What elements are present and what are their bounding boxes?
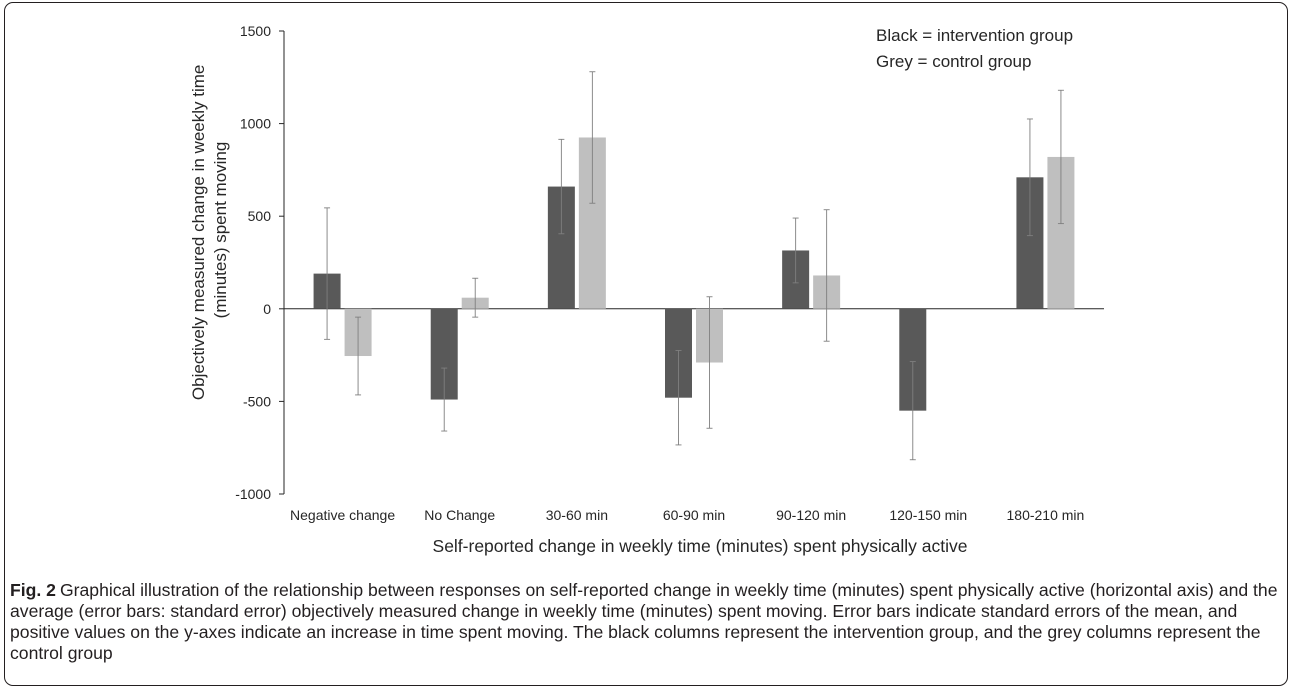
y-tick-label: 1000	[240, 116, 271, 132]
y-tick-label: -500	[243, 393, 271, 409]
y-tick-label: 0	[263, 301, 271, 317]
y-tick-label: -1000	[235, 486, 271, 502]
y-tick-label: 1500	[240, 23, 271, 39]
x-tick-label: 60-90 min	[663, 507, 725, 523]
figure-caption: Fig. 2 Graphical illustration of the rela…	[10, 580, 1278, 664]
caption-label: Fig. 2	[10, 580, 56, 600]
x-tick-label: 90-120 min	[776, 507, 846, 523]
annotation-control: Grey = control group	[876, 52, 1031, 71]
bar-chart: 1500 1000 500 0 -500 -1000 Negative change No …	[189, 23, 1104, 556]
annotation-intervention: Black = intervention group	[876, 26, 1073, 45]
x-tick-label: 30-60 min	[546, 507, 608, 523]
x-tick-label: Negative change	[290, 507, 395, 523]
x-tick-label: 180-210 min	[1007, 507, 1085, 523]
y-tick-label: 500	[248, 208, 272, 224]
x-tick-label: 120-150 min	[889, 507, 967, 523]
caption-text: Graphical illustration of the relationsh…	[10, 580, 1278, 663]
y-axis-label-line-1: Objectively measured change in weekly ti…	[189, 65, 208, 400]
figure-frame	[4, 2, 1288, 686]
y-axis-label: Objectively measured change in weekly ti…	[189, 60, 230, 400]
y-axis-label-line-2: (minutes) spent moving	[211, 142, 230, 319]
x-tick-label: No Change	[424, 507, 495, 523]
x-axis-label: Self-reported change in weekly time (min…	[433, 536, 968, 556]
